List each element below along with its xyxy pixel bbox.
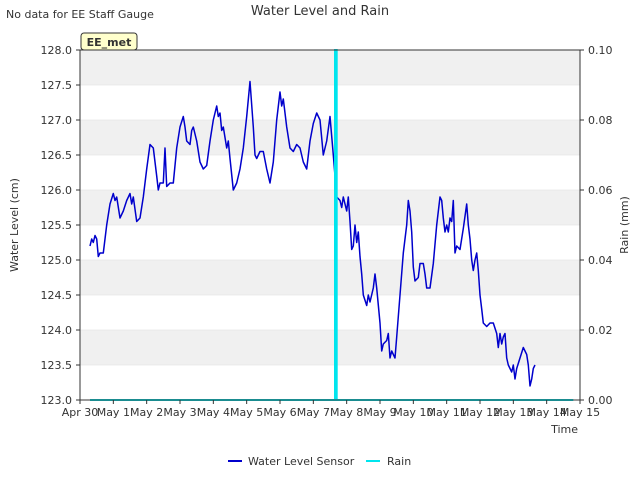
x-tick-label: Apr 30 (62, 406, 99, 419)
y-left-tick-label: 127.5 (41, 79, 73, 92)
site-badge-label: EE_met (87, 36, 132, 49)
x-tick-label: May 3 (163, 406, 196, 419)
y-left-tick-label: 123.0 (41, 394, 73, 407)
y-right-tick-label: 0.10 (588, 44, 613, 57)
x-axis-label: Time (550, 423, 578, 436)
y-right-axis-ticks: 0.00 0.02 0.04 0.06 0.08 0.10 (580, 44, 613, 407)
y-left-tick-label: 124.5 (41, 289, 73, 302)
x-tick-label: May 11 (427, 406, 467, 419)
x-tick-label: May 2 (130, 406, 163, 419)
y-left-tick-label: 128.0 (41, 44, 73, 57)
x-tick-label: May 14 (527, 406, 567, 419)
x-tick-label: May 12 (460, 406, 500, 419)
y-left-tick-label: 126.0 (41, 184, 73, 197)
site-badge: EE_met (80, 32, 138, 51)
y-right-tick-label: 0.08 (588, 114, 613, 127)
x-tick-label: May 15 (560, 406, 600, 419)
x-tick-label: May 13 (493, 406, 533, 419)
legend-label-water: Water Level Sensor (248, 455, 355, 468)
water-level-line (89, 80, 536, 387)
x-tick-label: May 9 (363, 406, 396, 419)
x-tick-label: May 4 (197, 406, 230, 419)
x-tick-label: May 6 (263, 406, 296, 419)
y-right-tick-label: 0.02 (588, 324, 613, 337)
plot-band (80, 260, 580, 295)
y-right-axis-label: Rain (mm) (618, 196, 631, 254)
y-left-tick-label: 124.0 (41, 324, 73, 337)
y-right-tick-label: 0.06 (588, 184, 613, 197)
y-left-tick-label: 125.0 (41, 254, 73, 267)
plot-band (80, 50, 580, 85)
y-left-tick-label: 127.0 (41, 114, 73, 127)
x-tick-label: May 8 (330, 406, 363, 419)
y-left-axis-ticks: 123.0 123.5 124.0 124.5 125.0 125.5 126.0 126.5… (41, 44, 80, 407)
plot-band (80, 190, 580, 225)
x-tick-label: May 10 (393, 406, 433, 419)
plot-bands (80, 50, 580, 365)
legend: Water Level Sensor Rain (228, 455, 411, 468)
x-tick-label: May 5 (230, 406, 263, 419)
y-left-tick-label: 125.5 (41, 219, 73, 232)
y-left-axis-label: Water Level (cm) (8, 178, 21, 272)
y-left-tick-label: 126.5 (41, 149, 73, 162)
no-data-notice: No data for EE Staff Gauge (6, 8, 154, 21)
x-tick-label: May 7 (297, 406, 330, 419)
y-right-tick-label: 0.00 (588, 394, 613, 407)
legend-label-rain: Rain (387, 455, 411, 468)
chart-title: Water Level and Rain (251, 4, 389, 19)
y-right-tick-label: 0.04 (588, 254, 613, 267)
x-tick-label: May 1 (97, 406, 130, 419)
series-water-level (89, 80, 536, 387)
plot-band (80, 120, 580, 155)
y-left-tick-label: 123.5 (41, 359, 73, 372)
